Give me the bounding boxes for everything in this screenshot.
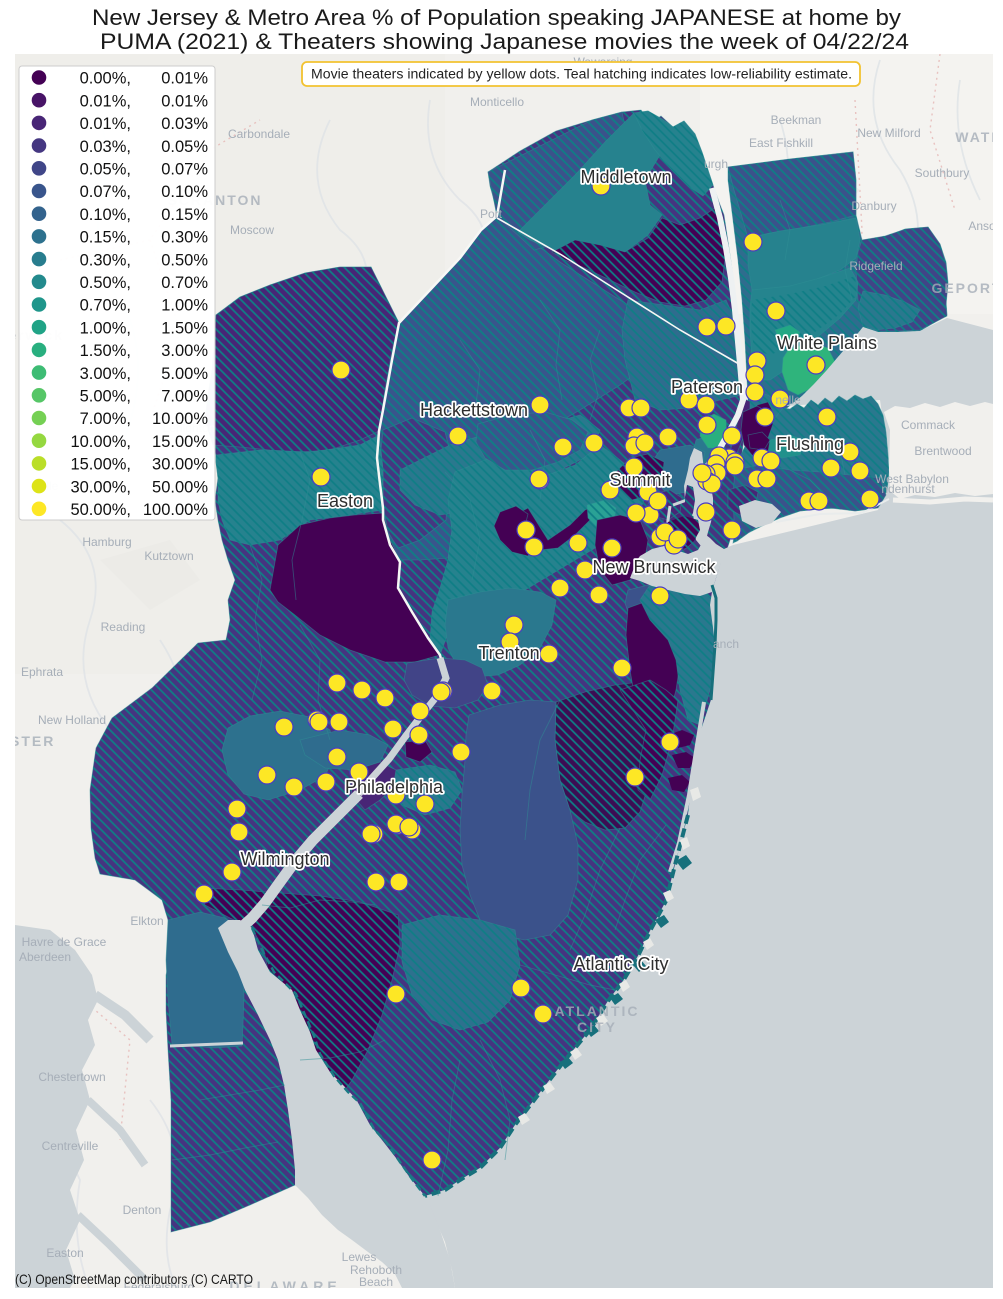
- svg-text:urgh: urgh: [704, 157, 728, 171]
- svg-text:0.03%,: 0.03%,: [80, 138, 131, 156]
- svg-text:Middletown: Middletown: [580, 167, 671, 187]
- svg-text:CITY: CITY: [577, 1019, 617, 1035]
- svg-text:Hamburg: Hamburg: [82, 535, 131, 549]
- svg-text:Chestertown: Chestertown: [38, 1070, 105, 1084]
- svg-text:East Fishkill: East Fishkill: [749, 136, 813, 150]
- svg-text:WATE: WATE: [955, 129, 1002, 145]
- svg-text:Flushing: Flushing: [776, 434, 844, 454]
- svg-text:Wilmington: Wilmington: [240, 849, 329, 869]
- svg-text:5.00%,: 5.00%,: [80, 388, 131, 406]
- svg-text:Trenton: Trenton: [478, 643, 539, 663]
- svg-text:100.00%: 100.00%: [143, 501, 208, 519]
- svg-text:ndenhurst: ndenhurst: [881, 482, 935, 496]
- svg-text:Brentwood: Brentwood: [914, 444, 971, 458]
- svg-text:Monticello: Monticello: [470, 95, 524, 109]
- svg-text:0.30%: 0.30%: [161, 229, 208, 247]
- svg-text:0.07%,: 0.07%,: [80, 183, 131, 201]
- svg-text:0.01%,: 0.01%,: [80, 92, 131, 110]
- svg-text:0.15%: 0.15%: [161, 206, 208, 224]
- svg-text:10.00%: 10.00%: [152, 410, 208, 428]
- svg-text:Ephrata: Ephrata: [21, 665, 63, 679]
- svg-text:0.70%,: 0.70%,: [80, 297, 131, 315]
- svg-text:50.00%: 50.00%: [152, 478, 208, 496]
- svg-text:Havre de Grace: Havre de Grace: [22, 935, 107, 949]
- svg-text:0.70%: 0.70%: [161, 274, 208, 292]
- svg-text:15.00%: 15.00%: [152, 433, 208, 451]
- svg-text:Lewes: Lewes: [342, 1250, 377, 1264]
- svg-text:3.00%: 3.00%: [161, 342, 208, 360]
- svg-text:0.00%,: 0.00%,: [80, 70, 131, 88]
- svg-text:GEPORT: GEPORT: [931, 280, 1002, 296]
- svg-text:PUMA (2021) & Theaters showing: PUMA (2021) & Theaters showing Japanese …: [100, 29, 909, 54]
- svg-text:Rehoboth: Rehoboth: [350, 1263, 402, 1277]
- svg-text:Southbury: Southbury: [915, 166, 970, 180]
- svg-text:50.00%,: 50.00%,: [70, 501, 131, 519]
- svg-text:0.15%,: 0.15%,: [80, 229, 131, 247]
- svg-text:Anso: Anso: [968, 219, 996, 233]
- svg-text:7.00%: 7.00%: [161, 388, 208, 406]
- svg-text:0.07%: 0.07%: [161, 161, 208, 179]
- svg-text:Movie theaters indicated by ye: Movie theaters indicated by yellow dots.…: [311, 67, 852, 82]
- svg-text:0.03%: 0.03%: [161, 115, 208, 133]
- svg-text:30.00%: 30.00%: [152, 456, 208, 474]
- svg-text:DELAWARE: DELAWARE: [229, 1278, 340, 1294]
- svg-text:15.00%,: 15.00%,: [70, 456, 131, 474]
- svg-text:Commack: Commack: [901, 418, 956, 432]
- svg-text:Easton: Easton: [46, 1246, 83, 1260]
- svg-text:Moscow: Moscow: [230, 223, 274, 237]
- svg-text:5.00%: 5.00%: [161, 365, 208, 383]
- svg-text:Beach: Beach: [359, 1275, 393, 1289]
- svg-text:0.05%: 0.05%: [161, 138, 208, 156]
- svg-text:0.01%: 0.01%: [161, 70, 208, 88]
- svg-text:30.00%,: 30.00%,: [70, 478, 131, 496]
- svg-text:nelle: nelle: [775, 393, 801, 407]
- svg-text:White Plains: White Plains: [777, 333, 877, 353]
- svg-text:0.50%,: 0.50%,: [80, 274, 131, 292]
- svg-text:Federalsburg: Federalsburg: [124, 1280, 195, 1294]
- svg-text:Hackettstown: Hackettstown: [420, 400, 528, 420]
- svg-text:1.50%,: 1.50%,: [80, 342, 131, 360]
- svg-text:Philadelphia: Philadelphia: [345, 777, 444, 797]
- svg-text:0.10%: 0.10%: [161, 183, 208, 201]
- svg-text:Kutztown: Kutztown: [144, 549, 193, 563]
- svg-text:Reading: Reading: [101, 620, 146, 634]
- svg-text:3.00%,: 3.00%,: [80, 365, 131, 383]
- svg-text:Port: Port: [480, 207, 503, 221]
- svg-text:Danbury: Danbury: [851, 199, 896, 213]
- svg-text:New Brunswick: New Brunswick: [592, 557, 716, 577]
- svg-text:New Milford: New Milford: [857, 126, 920, 140]
- svg-text:(C) OpenStreetMap contributors: (C) OpenStreetMap contributors (C) CARTO: [15, 1271, 253, 1287]
- svg-text:0.01%: 0.01%: [161, 92, 208, 110]
- svg-text:Easton: Easton: [317, 491, 373, 511]
- svg-text:0.05%,: 0.05%,: [80, 161, 131, 179]
- svg-text:0.10%,: 0.10%,: [80, 206, 131, 224]
- svg-text:Atlantic City: Atlantic City: [573, 954, 668, 974]
- svg-text:7.00%,: 7.00%,: [80, 410, 131, 428]
- svg-text:0.01%,: 0.01%,: [80, 115, 131, 133]
- svg-text:Carbondale: Carbondale: [228, 127, 290, 141]
- svg-text:0.30%,: 0.30%,: [80, 251, 131, 269]
- svg-text:0.50%: 0.50%: [161, 251, 208, 269]
- svg-text:New Jersey & Metro Area % of P: New Jersey & Metro Area % of Population …: [92, 5, 902, 30]
- svg-text:Ridgefield: Ridgefield: [849, 259, 902, 273]
- svg-text:1.50%: 1.50%: [161, 319, 208, 337]
- svg-text:New Holland: New Holland: [38, 713, 106, 727]
- svg-text:Aberdeen: Aberdeen: [19, 950, 71, 964]
- svg-text:1.00%,: 1.00%,: [80, 319, 131, 337]
- svg-text:Beekman: Beekman: [771, 113, 822, 127]
- svg-text:Centreville: Centreville: [42, 1139, 99, 1153]
- svg-text:Denton: Denton: [123, 1203, 162, 1217]
- svg-text:West Babylon: West Babylon: [875, 472, 949, 486]
- svg-text:10.00%,: 10.00%,: [70, 433, 131, 451]
- svg-text:ATLANTIC: ATLANTIC: [555, 1003, 640, 1019]
- svg-text:Summit: Summit: [609, 470, 670, 490]
- svg-text:STER: STER: [10, 733, 55, 749]
- svg-text:Paterson: Paterson: [671, 377, 743, 397]
- svg-text:Elkton: Elkton: [130, 914, 163, 928]
- svg-text:1.00%: 1.00%: [161, 297, 208, 315]
- svg-text:anch: anch: [713, 637, 739, 651]
